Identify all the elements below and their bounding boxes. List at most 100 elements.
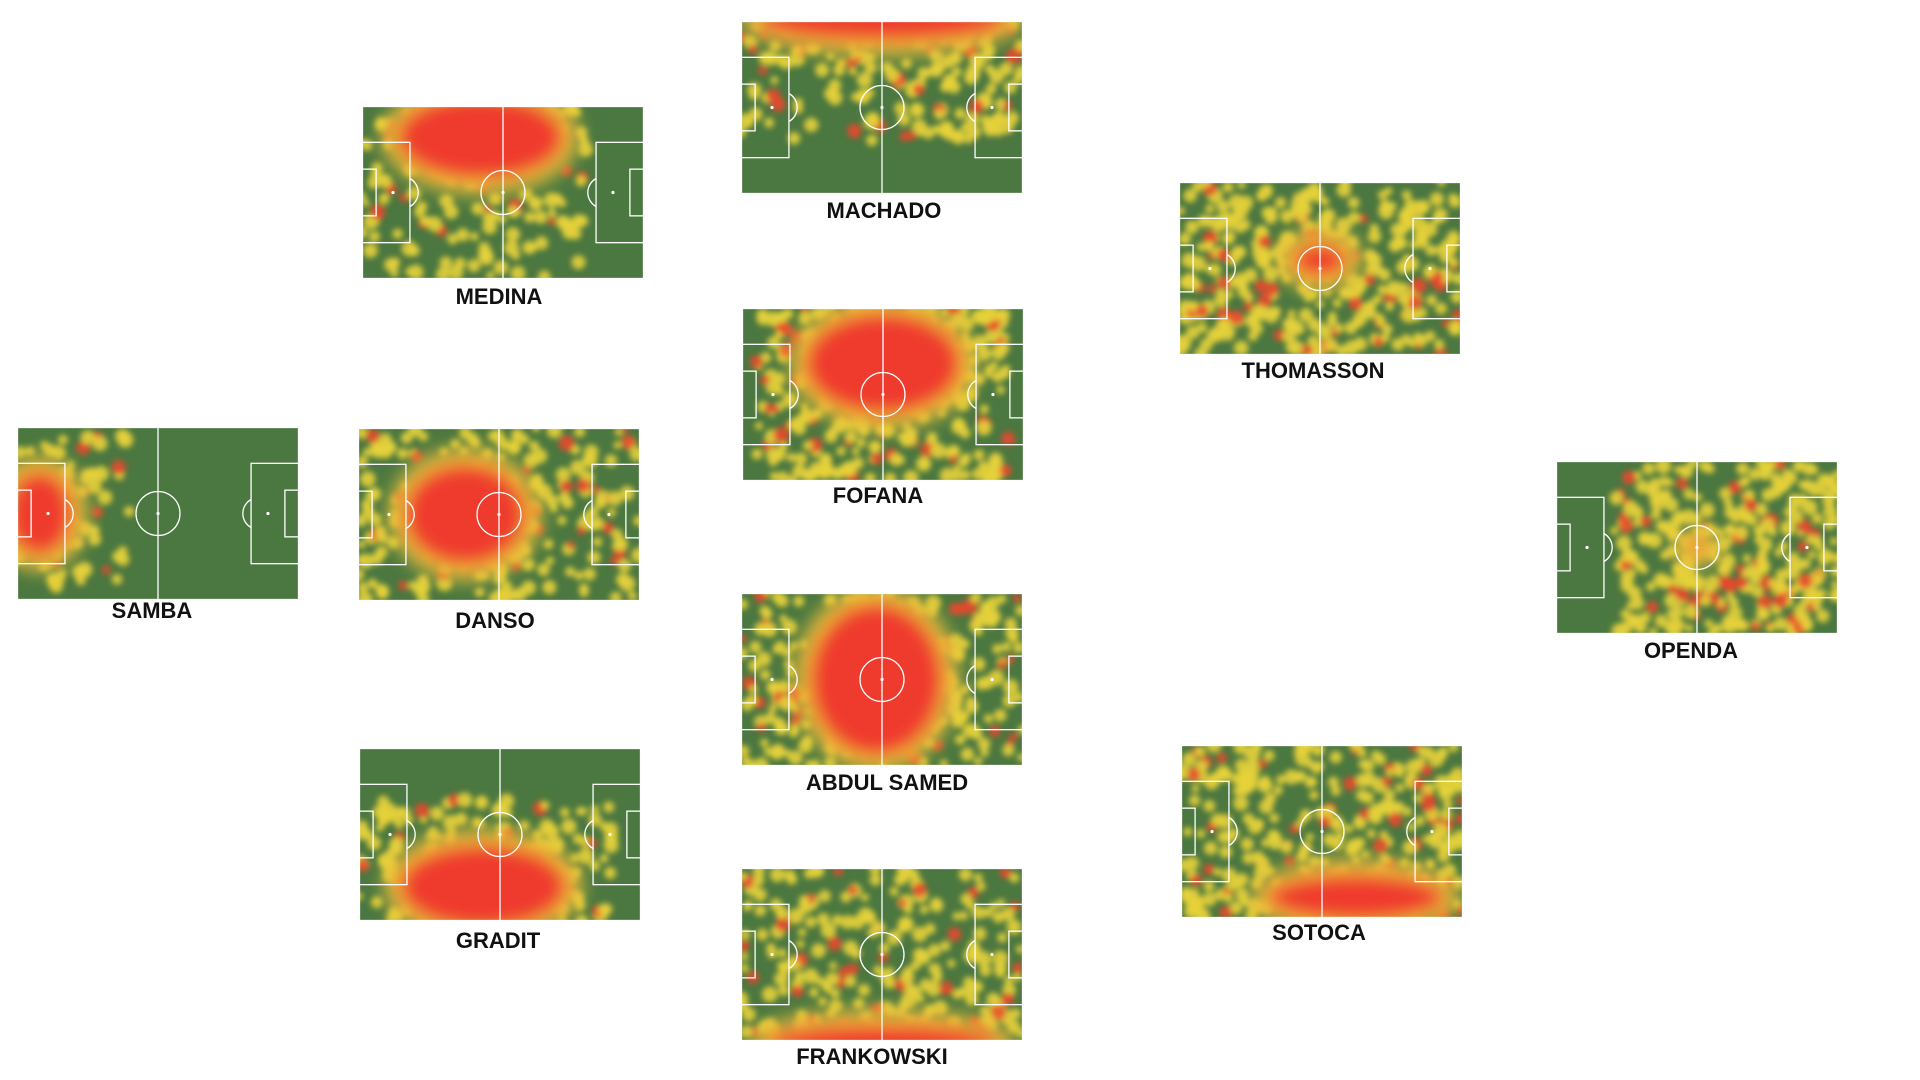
heat-dot <box>378 174 393 189</box>
heat-dot <box>597 903 610 916</box>
heat-dot <box>1751 585 1764 598</box>
heat-dot <box>378 193 390 205</box>
heat-dot <box>741 647 749 660</box>
heat-dot <box>486 271 495 279</box>
six-yard-box <box>1008 655 1024 704</box>
heat-dot <box>1216 752 1228 764</box>
heat-dot <box>447 793 461 807</box>
heat-dot <box>1610 526 1619 535</box>
center-circle <box>480 169 526 216</box>
heat-dot <box>791 985 804 998</box>
heat-dot <box>367 578 378 589</box>
heat-dot <box>599 853 609 863</box>
penalty-arc <box>1226 253 1236 284</box>
heat-dot <box>569 853 579 863</box>
heat-dot <box>829 999 843 1013</box>
heat-dot <box>911 118 928 135</box>
heat-dot <box>1216 307 1232 322</box>
heat-dot <box>1379 830 1389 840</box>
penalty-arc <box>966 92 976 123</box>
player-name: FRANKOWSKI <box>796 1044 948 1069</box>
heat-dot <box>1229 310 1244 325</box>
pitch-spot <box>1318 266 1322 271</box>
heat-dot <box>827 90 843 106</box>
heat-dot <box>1681 509 1697 525</box>
heat-dot <box>1247 330 1259 342</box>
heat-dot <box>1370 750 1381 761</box>
heat-dot <box>1741 476 1751 486</box>
heat-dot <box>1759 565 1769 575</box>
heat-dot <box>772 447 787 461</box>
heat-dot <box>1235 873 1249 887</box>
heat-dot <box>880 61 893 74</box>
center-circle <box>476 491 522 538</box>
heat-dot <box>123 506 135 517</box>
heat-dot <box>111 574 123 585</box>
heat-dot <box>1257 293 1272 308</box>
heat-dot <box>1297 199 1310 212</box>
heat-dot <box>618 558 632 573</box>
heat-dot <box>1452 309 1461 322</box>
heat-dot <box>537 270 551 279</box>
heat-dot <box>748 44 758 54</box>
heat-dot <box>976 420 992 436</box>
heat-dot <box>997 932 1008 943</box>
heat-dot <box>1832 470 1838 480</box>
heat-dot <box>1240 837 1254 851</box>
heat-dot <box>794 971 805 982</box>
heat-dot <box>778 984 790 996</box>
heat-dot <box>1255 253 1271 269</box>
heat-dot <box>1309 790 1319 800</box>
heat-dot <box>1203 841 1218 855</box>
heat-dot <box>945 308 962 317</box>
heat-dot <box>820 454 831 465</box>
heat-dot <box>1363 274 1376 286</box>
player-name: MACHADO <box>827 198 942 223</box>
heat-dot <box>1400 307 1417 323</box>
heat-dot <box>1654 614 1668 628</box>
heat-dot <box>1002 364 1011 373</box>
six-yard-box <box>284 489 300 538</box>
heat-dot <box>543 539 554 550</box>
heat-dot <box>1800 558 1812 569</box>
heat-dot <box>870 452 883 465</box>
heat-dot <box>400 432 413 444</box>
six-yard-box <box>1009 370 1025 419</box>
heat-dot <box>741 113 753 129</box>
heat-dot <box>788 750 803 766</box>
heat-dot <box>760 738 769 748</box>
heat-dot <box>1196 829 1206 839</box>
pitch-spot <box>501 190 505 195</box>
heat-dot <box>983 713 994 724</box>
heat-dot <box>929 898 944 913</box>
heat-dot <box>1786 613 1798 625</box>
heat-dot <box>742 903 751 912</box>
six-yard-box <box>1180 807 1196 856</box>
heat-dot <box>558 491 571 504</box>
heat-dot <box>92 435 108 452</box>
heat-dot <box>1672 561 1686 575</box>
heat-dot <box>779 322 793 337</box>
heat-dot <box>398 580 408 591</box>
heat-dot <box>979 1005 990 1016</box>
heat-dot <box>1384 301 1395 311</box>
heat-dot <box>358 582 369 594</box>
heat-dot <box>1704 619 1713 628</box>
heat-dot <box>793 595 805 607</box>
heat-dot <box>941 76 955 90</box>
heat-dot <box>1416 199 1431 214</box>
heat-dot <box>1245 909 1258 918</box>
heat-dot <box>396 448 409 460</box>
heat-dot <box>741 599 748 610</box>
heat-dot <box>560 480 573 493</box>
heat-dot <box>856 72 873 88</box>
heat-dot <box>1406 822 1416 832</box>
heat-dot <box>1412 777 1425 790</box>
player-heatmap <box>16 426 300 601</box>
heat-dot <box>91 506 103 518</box>
center-circle <box>859 84 905 131</box>
heat-dot <box>962 723 978 739</box>
heat-dot <box>864 61 877 74</box>
heat-dot <box>749 355 763 369</box>
heat-dot <box>1668 584 1678 595</box>
